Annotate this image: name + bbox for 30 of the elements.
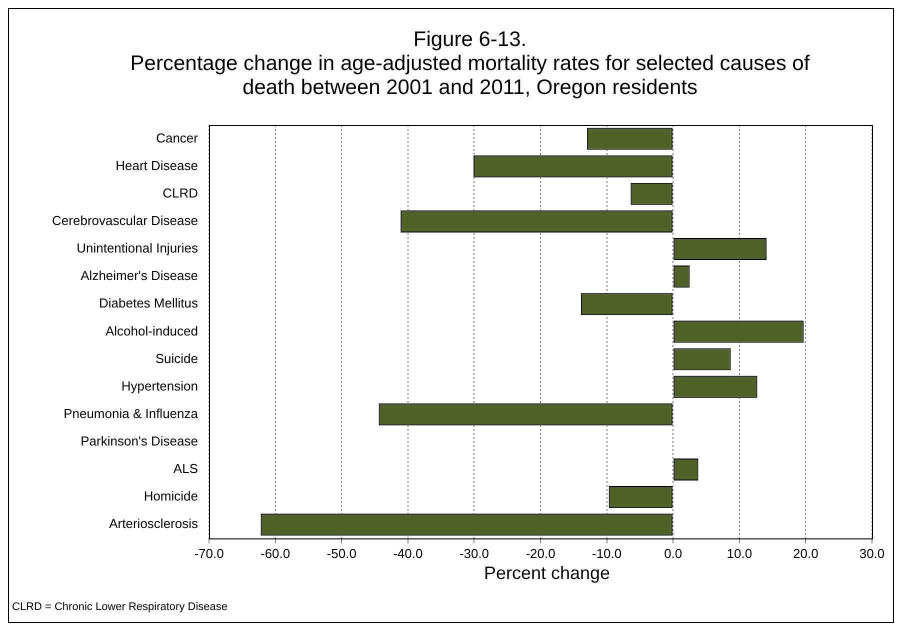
- x-tick-label: 30.0: [859, 546, 885, 561]
- x-tick-label: -20.0: [526, 546, 556, 561]
- x-tick-label: -50.0: [326, 546, 356, 561]
- y-tick-label: Alzheimer's Disease: [80, 268, 198, 284]
- x-tick-label: 10.0: [726, 546, 752, 561]
- text: CLRD = Chronic Lower Respiratory Disease: [12, 601, 228, 613]
- y-tick-label: CLRD: [162, 185, 198, 200]
- y-tick-label: Heart Disease: [116, 158, 198, 173]
- x-tick-label: -40.0: [393, 546, 423, 561]
- x-tick-label: -70.0: [194, 546, 224, 561]
- y-tick-label: Hypertension: [121, 378, 198, 394]
- x-tick-label: -30.0: [459, 546, 490, 561]
- x-tick-label: 0.0: [664, 546, 682, 561]
- y-tick-label: Cerebrovascular Disease: [52, 213, 198, 228]
- y-tick-label: Parkinson's Disease: [80, 434, 198, 449]
- x-axis-title: Percent change: [482, 563, 612, 584]
- y-tick-label: Diabetes Mellitus: [99, 296, 198, 311]
- x-tick-label: 20.0: [793, 546, 818, 561]
- y-tick-label: Alcohol-induced: [105, 323, 198, 338]
- chart-subtitle: Percentage change in age-adjusted mortality rates for selected causes of death between 2001 and 2011, Oregon residents: [130, 52, 810, 100]
- y-tick-label: ALS: [173, 461, 198, 476]
- y-tick-label: Pneumonia & Influenza: [64, 406, 199, 421]
- chart-title: Figure 6-13.: [412, 28, 528, 52]
- y-tick-label: Suicide: [155, 350, 198, 366]
- x-tick-label: -60.0: [260, 546, 290, 561]
- x-tick-label: -10.0: [592, 546, 622, 561]
- y-tick-label: Arteriosclerosis: [109, 516, 198, 532]
- y-tick-label: Homicide: [144, 488, 198, 504]
- y-tick-label: Unintentional Injuries: [76, 240, 198, 256]
- y-tick-label: Cancer: [156, 130, 199, 146]
